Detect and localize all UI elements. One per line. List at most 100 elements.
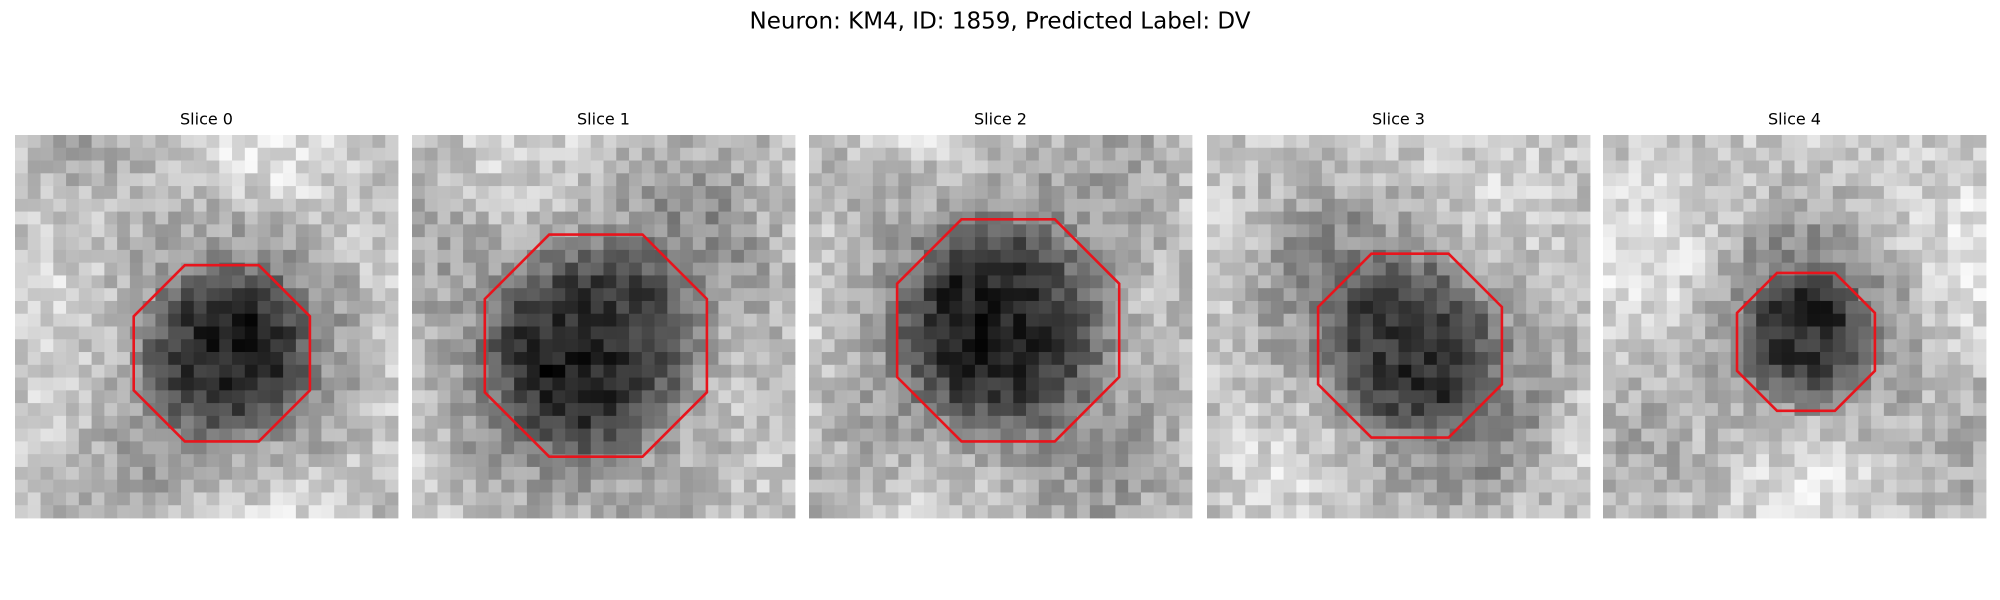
pixel	[104, 186, 118, 200]
pixel	[15, 186, 29, 200]
pixel	[1538, 441, 1553, 455]
pixel	[1115, 211, 1129, 225]
pixel	[346, 492, 361, 506]
pixel	[1781, 249, 1795, 264]
pixel	[667, 505, 681, 519]
pixel	[1909, 479, 1923, 493]
pixel	[847, 300, 861, 315]
pixel	[911, 415, 925, 430]
pixel	[1628, 173, 1642, 187]
pixel	[142, 186, 156, 200]
pixel	[359, 237, 373, 251]
pixel	[1385, 160, 1399, 174]
pixel	[1013, 390, 1027, 404]
pixel	[1654, 326, 1668, 340]
pixel	[911, 492, 925, 506]
pixel	[1756, 224, 1770, 238]
pixel	[219, 479, 233, 493]
pixel	[1692, 173, 1706, 187]
pixel	[1258, 173, 1272, 187]
pixel	[911, 454, 925, 468]
pixel	[1564, 300, 1578, 315]
pixel	[1064, 275, 1078, 289]
pixel	[437, 198, 451, 212]
pixel	[1538, 198, 1553, 212]
pixel	[1654, 186, 1668, 200]
pixel	[1245, 160, 1259, 174]
pixel	[1871, 147, 1885, 161]
pixel	[219, 135, 233, 149]
pixel	[244, 173, 258, 187]
pixel	[821, 224, 835, 238]
pixel	[283, 479, 297, 493]
pixel	[1947, 403, 1961, 417]
pixel	[412, 505, 426, 519]
pixel	[295, 211, 310, 225]
pixel	[1153, 275, 1167, 289]
pixel	[1845, 198, 1859, 212]
pixel	[1654, 377, 1668, 391]
pixel	[552, 313, 566, 327]
pixel	[66, 147, 80, 161]
pixel	[1026, 313, 1040, 327]
pixel	[1000, 390, 1014, 404]
pixel	[193, 249, 207, 264]
pixel	[346, 505, 361, 519]
pixel	[206, 186, 220, 200]
pixel	[1641, 505, 1655, 519]
pixel	[872, 454, 886, 468]
pixel	[1513, 173, 1527, 187]
pixel	[475, 313, 489, 327]
pixel	[1038, 147, 1052, 161]
pixel	[270, 352, 284, 366]
pixel	[654, 160, 668, 174]
pixel	[769, 249, 783, 264]
pixel	[1717, 428, 1732, 442]
pixel	[743, 237, 758, 251]
pixel	[1666, 364, 1680, 378]
pixel	[1922, 160, 1936, 174]
pixel	[667, 275, 681, 289]
pixel	[1577, 160, 1591, 174]
pixel	[1832, 466, 1846, 481]
pixel	[731, 237, 745, 251]
pixel	[834, 364, 848, 378]
pixel	[244, 454, 258, 468]
pixel	[1883, 211, 1898, 225]
pixel	[1845, 441, 1859, 455]
pixel	[911, 211, 925, 225]
pixel	[923, 173, 938, 187]
pixel	[974, 352, 989, 366]
pixel	[1679, 454, 1693, 468]
pixel	[1756, 377, 1770, 391]
pixel	[692, 454, 707, 468]
pixel	[270, 466, 284, 481]
pixel	[1411, 454, 1425, 468]
pixel	[1628, 224, 1642, 238]
pixel	[308, 352, 322, 366]
pixel	[949, 466, 963, 481]
pixel	[1207, 352, 1221, 366]
pixel	[987, 135, 1001, 149]
pixel	[321, 326, 335, 340]
pixel	[1909, 186, 1923, 200]
pixel	[437, 326, 451, 340]
pixel	[1077, 160, 1091, 174]
pixel	[552, 428, 566, 442]
pixel	[1730, 492, 1744, 506]
pixel	[1449, 326, 1463, 340]
pixel	[1013, 505, 1027, 519]
pixel	[450, 160, 464, 174]
pixel	[641, 377, 655, 391]
pixel	[168, 173, 182, 187]
pixel	[1398, 454, 1412, 468]
pixel	[1487, 492, 1502, 506]
pixel	[1245, 224, 1259, 238]
pixel	[1283, 275, 1297, 289]
pixel	[885, 492, 899, 506]
pixel	[718, 428, 732, 442]
pixel	[1372, 352, 1387, 366]
pixel	[270, 505, 284, 519]
pixel	[334, 339, 348, 353]
pixel	[705, 339, 719, 353]
